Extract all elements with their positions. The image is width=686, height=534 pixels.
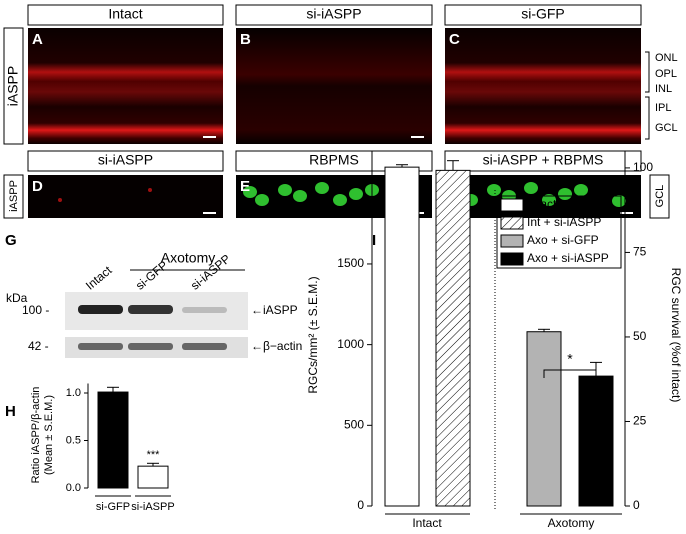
cell (278, 184, 292, 196)
layer-label: IPL (655, 102, 672, 114)
legend-swatch (500, 234, 524, 248)
panel-letter: D (32, 178, 43, 195)
y2-tick-label: 75 (633, 245, 647, 259)
panel-letter: E (240, 178, 250, 195)
panel-header: si-iASPP (98, 152, 153, 168)
y2-axis-label: RGC survival (%of intact) (669, 268, 683, 403)
legend-label: Intact (527, 197, 557, 211)
panel-header: si-iASPP + RBPMS (483, 152, 604, 168)
row-label: iASPP (8, 180, 20, 212)
bar (435, 169, 471, 507)
western-blot (65, 269, 248, 358)
y-tick-label: 0.5 (66, 434, 81, 446)
layer-label: GCL (655, 122, 678, 134)
legend-label: Axo + si-iASPP (527, 251, 609, 265)
layer-label: OPL (655, 68, 677, 80)
cell (524, 182, 538, 194)
x-tick-label: si-iASPP (131, 501, 174, 513)
y-tick-label: 2000 (337, 175, 364, 189)
cell (574, 184, 588, 196)
y2-tick-label: 100 (633, 160, 653, 174)
unit-label: kDa (6, 291, 28, 305)
lane-label: Intact (83, 263, 115, 293)
panel-header: Intact (108, 6, 142, 22)
cell (487, 184, 501, 196)
legend-swatch (500, 198, 524, 212)
y-tick-label: 500 (344, 417, 364, 431)
legend-swatch (500, 252, 524, 266)
panel-letter: I (372, 232, 376, 249)
y-tick-label: 0 (357, 498, 364, 512)
panel-header: si-iASPP (306, 6, 361, 22)
cell (148, 188, 152, 192)
marker-label: 100 - (22, 303, 49, 317)
y2-tick-label: 25 (633, 414, 647, 428)
band-label: ←iASPP (251, 303, 298, 317)
y-tick-label: 1500 (337, 256, 364, 270)
y2-tick-label: 50 (633, 329, 647, 343)
panel-header: si-GFP (521, 6, 565, 22)
cell (255, 194, 269, 206)
panel-letter: G (5, 232, 17, 249)
cell (333, 194, 347, 206)
cell (612, 195, 626, 207)
group-label: Axotomy (548, 516, 595, 530)
band-label: ←β−actin (251, 339, 302, 353)
panel-letter: B (240, 31, 251, 48)
label-boxes (3, 4, 670, 219)
significance-bracket (543, 369, 597, 378)
annotation: * (567, 351, 573, 367)
bar (384, 166, 420, 507)
cell (542, 194, 556, 206)
bar (137, 465, 169, 489)
y-axis-label: RGCs/mm² (± S.E.M.) (306, 276, 320, 393)
panel-letter: H (5, 403, 16, 420)
x-tick-label: si-GFP (96, 501, 130, 513)
bar (526, 331, 562, 507)
y-tick-label: 1.0 (66, 387, 81, 399)
group-label: Intact (412, 516, 442, 530)
y-tick-label: 1000 (337, 337, 364, 351)
bar (578, 375, 614, 507)
y-axis-label: (Mean ± S.E.M.) (43, 395, 55, 475)
row-label: iASPP (5, 66, 21, 106)
legend-box (496, 195, 622, 269)
legend-label: Axo + si-GFP (527, 233, 599, 247)
y2-tick-label: 0 (633, 498, 640, 512)
marker-label: 42 - (28, 339, 49, 353)
bar (97, 391, 129, 489)
micrographs (28, 28, 641, 218)
layer-label: ONL (655, 52, 678, 64)
panel-letter: A (32, 31, 43, 48)
panel-header: RBPMS (309, 152, 359, 168)
cell (293, 190, 307, 202)
annotation: *** (147, 449, 161, 461)
cell (349, 188, 363, 200)
image-b (236, 28, 432, 144)
legend-swatch (500, 216, 524, 230)
legend-label: Int + si-iASPP (527, 215, 601, 229)
layer-label: INL (655, 83, 672, 95)
row-label: GCL (654, 185, 666, 208)
image-d (28, 175, 223, 218)
cell (558, 188, 572, 200)
group-label: Axotomy (161, 250, 215, 266)
cell (243, 186, 257, 198)
y-axis-label: Ratio iASPP/β-actin (30, 387, 42, 484)
image-c (445, 28, 641, 144)
y-tick-label: 0.0 (66, 482, 81, 494)
cell (58, 198, 62, 202)
lane-label: si-GFP (133, 258, 171, 293)
cells (58, 136, 633, 214)
image-a (28, 28, 223, 144)
panel-letter: C (449, 31, 460, 48)
cell (315, 182, 329, 194)
